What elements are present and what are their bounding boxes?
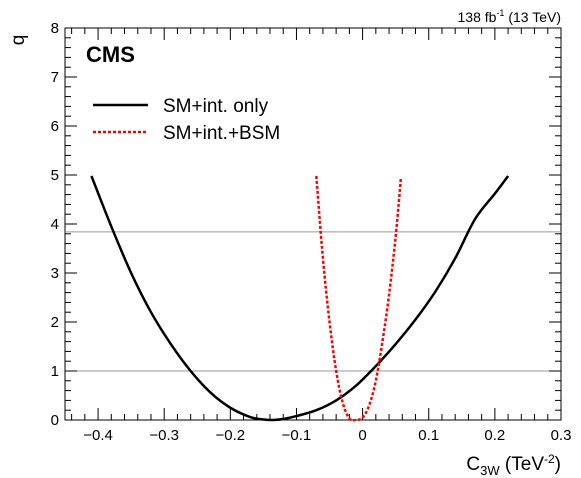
- y-tick-label: 2: [51, 314, 59, 331]
- lumi-value: 138 fb: [458, 9, 497, 25]
- y-axis-title: q: [8, 35, 29, 46]
- y-tick-label: 3: [51, 265, 59, 282]
- y-tick-label: 1: [51, 363, 59, 380]
- legend: SM+int. only SM+int.+BSM: [93, 96, 280, 144]
- x-axis-title-unit-exp: -2: [544, 452, 555, 466]
- x-tick-label: −0.3: [149, 427, 179, 444]
- data-series: [90, 175, 510, 422]
- y-tick-label: 4: [51, 216, 59, 233]
- x-axis-title-unit: (TeV: [500, 454, 545, 475]
- y-tick-label: 5: [51, 167, 59, 184]
- reference-lines: [65, 231, 561, 372]
- lumi-energy: (13 TeV): [504, 9, 561, 25]
- lumi-exponent: -1: [496, 8, 504, 18]
- x-tick-label: −0.2: [216, 427, 246, 444]
- x-tick-label: 0.2: [484, 427, 505, 444]
- y-tick-label: 0: [51, 412, 59, 429]
- legend-label-1: SM+int.+BSM: [163, 123, 280, 144]
- y-tick-label: 7: [51, 69, 59, 86]
- legend-label-0: SM+int. only: [163, 96, 269, 117]
- series-line-0: [90, 175, 510, 422]
- plot-frame: [64, 27, 562, 421]
- x-tick-label: −0.4: [83, 427, 113, 444]
- x-tick-label: 0: [358, 427, 366, 444]
- x-tick-label: −0.1: [282, 427, 312, 444]
- y-tick-label: 8: [51, 20, 59, 37]
- x-axis-title-main: C: [466, 454, 480, 475]
- x-tick-label: 0.3: [551, 427, 572, 444]
- x-axis-title: C3W (TeV-2): [466, 452, 561, 478]
- y-tick-label: 6: [51, 118, 59, 135]
- lumi-label: 138 fb-1 (13 TeV): [458, 8, 562, 25]
- x-axis-title-close: ): [555, 454, 561, 475]
- x-axis-title-sub: 3W: [480, 463, 500, 478]
- x-tick-label: 0.1: [418, 427, 439, 444]
- axis-ticks: [65, 27, 562, 421]
- series-line-1: [315, 175, 403, 422]
- experiment-label: CMS: [86, 42, 135, 67]
- axis-tick-labels: −0.4 −0.3 −0.2 −0.1 0 0.1 0.2 0.3 0 1 2 3 4 5 6 7 8: [51, 20, 572, 444]
